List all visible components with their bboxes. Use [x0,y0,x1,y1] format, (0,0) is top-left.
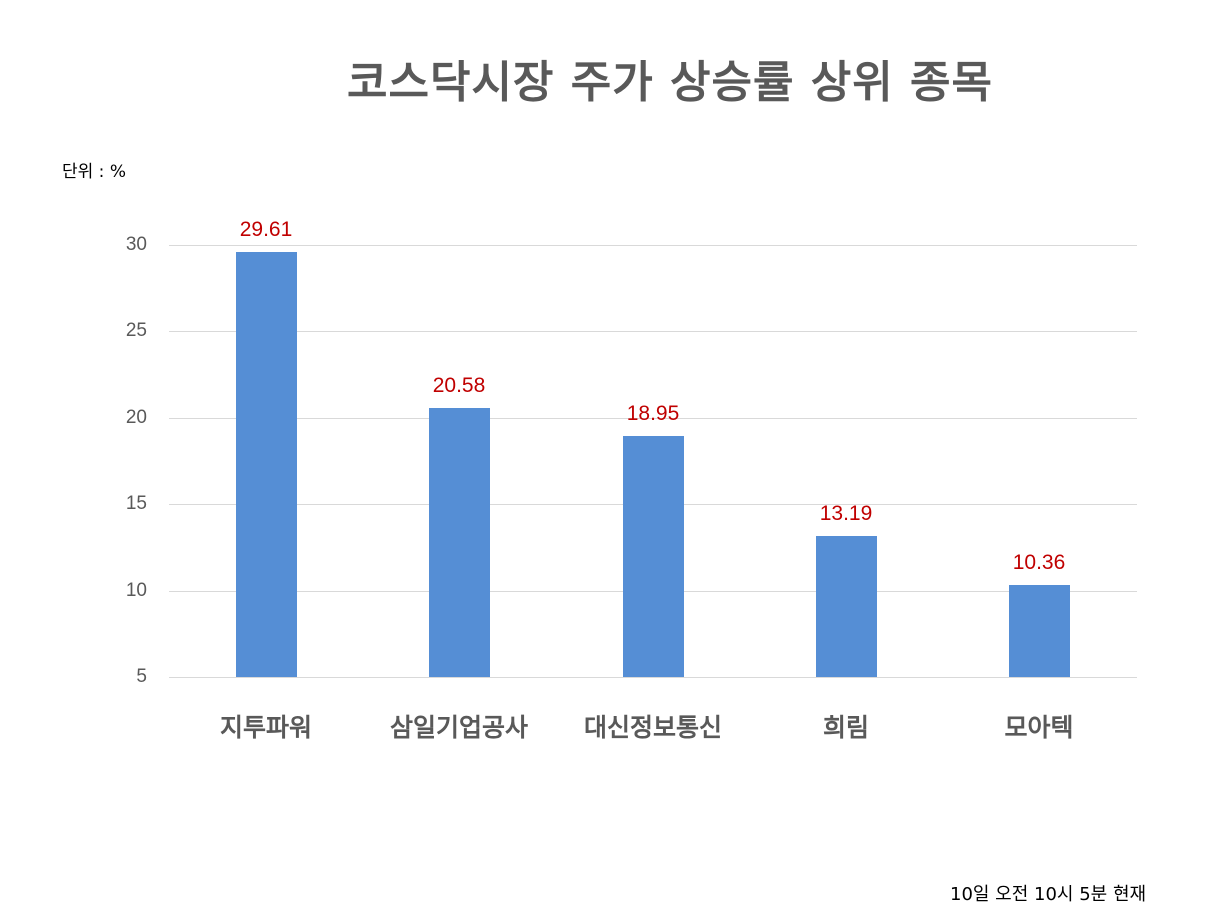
y-tick-label: 10 [125,580,147,601]
x-category-label: 희림 [822,713,869,742]
timestamp-note: 10일 오전 10시 5분 현재 [950,884,1147,905]
x-category-label: 대신정보통신 [583,713,722,742]
data-label: 20.58 [432,374,486,397]
bar-samil [429,408,490,677]
x-category-label: 지투파워 [219,713,312,742]
bar-moatech [1009,585,1070,677]
y-tick-label: 5 [136,666,147,687]
bar-heerim [816,536,877,677]
x-category-label: 삼일기업공사 [389,713,528,742]
gridline [169,331,1137,332]
plot-area: 30 25 20 15 10 5 29.61 20.58 18.95 13.19… [126,218,1137,687]
y-tick-label: 20 [125,407,147,428]
x-axis-line [169,677,1137,678]
x-category-label: 모아텍 [1004,713,1074,742]
data-label: 10.36 [1012,551,1066,574]
bar-jitupower [236,252,297,677]
chart-title: 코스닥시장 주가 상승률 상위 종목 [347,57,993,108]
y-tick-label: 25 [125,320,147,341]
unit-label: 단위 : % [62,162,126,182]
data-label: 13.19 [819,502,873,525]
bar-daishin [623,436,684,677]
gridline [169,245,1137,246]
data-label: 18.95 [626,402,680,425]
y-tick-label: 30 [125,234,147,255]
gridline [169,418,1137,419]
data-label: 29.61 [239,218,293,241]
y-tick-label: 15 [125,493,147,514]
